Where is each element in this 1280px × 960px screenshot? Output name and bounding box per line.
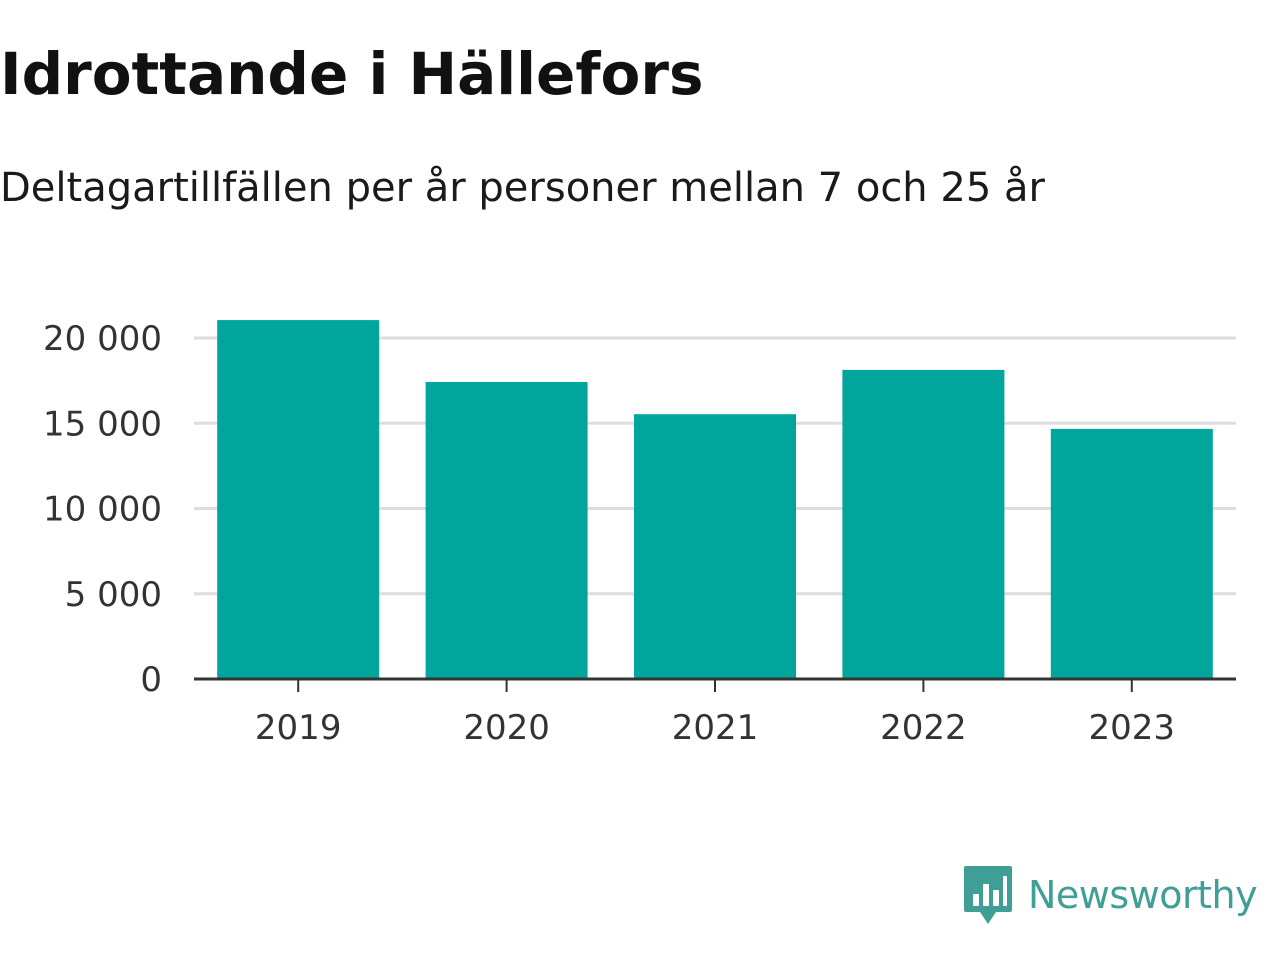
x-tick-label: 2019 [255, 708, 342, 748]
brand-name: Newsworthy [1028, 873, 1258, 917]
bar-chart-speech-bubble-icon [964, 866, 1012, 924]
x-tick-label: 2023 [1089, 708, 1176, 748]
bar [217, 320, 380, 679]
axes [194, 677, 1236, 692]
y-tick-label: 0 [140, 660, 162, 700]
bar [1050, 428, 1213, 679]
chart-subtitle: Deltagartillfällen per år personer mella… [0, 165, 1045, 211]
x-tick-label: 2020 [463, 708, 550, 748]
x-tick-label: 2021 [672, 708, 759, 748]
chart-title: Idrottande i Hällefors [0, 40, 704, 108]
tick-labels: 0 5 000 10 000 15 000 20 000 2019 2020 2021 2022… [43, 319, 1175, 748]
bar [634, 414, 796, 679]
y-tick-label: 20 000 [43, 319, 162, 359]
bar [425, 381, 588, 679]
x-tick-label: 2022 [880, 708, 967, 748]
y-tick-label: 5 000 [65, 575, 162, 615]
newsworthy-logo: Newsworthy [962, 862, 1280, 928]
bars [217, 320, 1213, 679]
bar [842, 369, 1005, 679]
y-tick-label: 15 000 [43, 404, 162, 444]
y-tick-label: 10 000 [43, 490, 162, 530]
gridlines [194, 336, 1236, 596]
